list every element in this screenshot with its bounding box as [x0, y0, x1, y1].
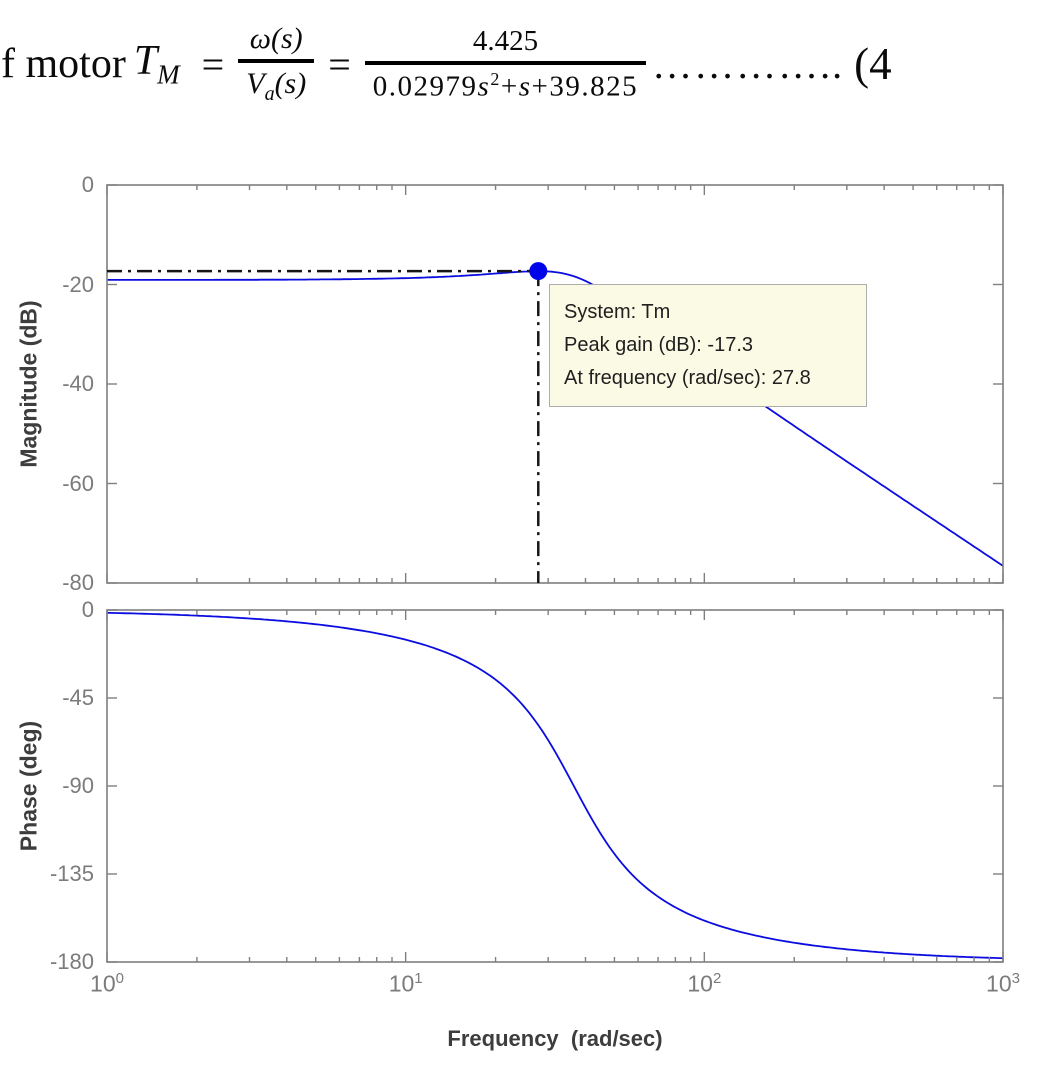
magnitude-tick-label: -20: [62, 271, 94, 297]
frequency-tick-label: 102: [687, 970, 722, 997]
datatip-peak-gain-line: Peak gain (dB): -17.3: [564, 334, 753, 356]
fraction-numerator: 4.425: [472, 24, 539, 57]
phase-tick-label: -90: [62, 773, 94, 798]
equation-number: (4: [854, 39, 892, 89]
magnitude-axis-label: Magnitude (dB): [15, 300, 42, 468]
frequency-axis-label: Frequency (rad/sec): [447, 1026, 663, 1051]
tf-symbol-letter: T: [133, 38, 158, 85]
data-tip[interactable]: System: Tm Peak gain (dB): -17.3 At freq…: [549, 284, 867, 407]
numeric-fraction: 4.425 0.02979s2+s+39.825: [364, 24, 647, 104]
phase-axis-label: Phase (deg): [15, 720, 42, 852]
magnitude-tick-label: -80: [62, 570, 94, 595]
equals-sign: =: [201, 41, 225, 87]
fraction-denominator: Va(s): [238, 59, 315, 106]
equals-sign: =: [328, 41, 351, 87]
frequency-tick-label: 100: [90, 970, 124, 997]
phase-tick-label: -180: [49, 949, 94, 974]
transfer-function-equation: f motor TM = ω(s) Va(s) = 4.425 0.02979s…: [0, 0, 1037, 145]
phase-axes-box: [106, 609, 1004, 963]
magnitude-tick-label: 0: [81, 172, 94, 197]
dotted-leader: …………..: [652, 41, 845, 87]
phase-curve[interactable]: [106, 611, 1004, 960]
frequency-tick-label: 101: [388, 970, 423, 997]
tf-symbol-subscript: M: [157, 59, 180, 90]
phase-tick-label: -135: [49, 861, 94, 886]
equation-lead-text: f motor: [1, 41, 126, 87]
datatip-system-line: System: Tm: [564, 301, 671, 323]
tf-symbol: TM: [134, 37, 180, 90]
equation-row: f motor TM = ω(s) Va(s) = 4.425 0.02979s…: [1, 22, 1037, 106]
magnitude-tick-label: -40: [62, 371, 94, 396]
phase-tick-label: 0: [81, 597, 94, 622]
frequency-tick-label: 103: [986, 970, 1020, 997]
magnitude-curve[interactable]: [107, 270, 1004, 567]
fraction-numerator: ω(s): [249, 22, 303, 55]
fraction-denominator: 0.02979s2+s+39.825: [364, 60, 647, 104]
peak-marker[interactable]: [529, 262, 548, 281]
omega-over-va-fraction: ω(s) Va(s): [238, 22, 315, 106]
datatip-frequency-line: At frequency (rad/sec): 27.8: [564, 367, 811, 389]
magnitude-tick-label: -60: [62, 470, 94, 496]
phase-tick-label: -45: [62, 685, 94, 710]
